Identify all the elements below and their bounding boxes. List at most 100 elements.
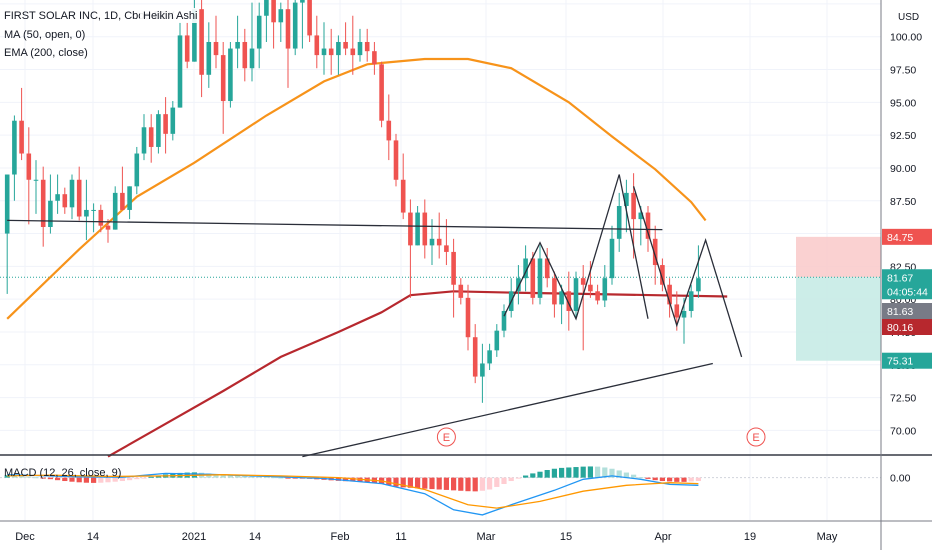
macd-histogram-bar bbox=[566, 467, 572, 478]
macd-histogram-bar bbox=[638, 477, 644, 479]
candle-body bbox=[170, 107, 176, 134]
candle-body bbox=[393, 140, 399, 180]
macd-axis-value: 0.00 bbox=[890, 473, 911, 485]
macd-histogram-bar bbox=[386, 477, 392, 486]
price-tag-label-countdown: 04:05:44 bbox=[887, 286, 928, 298]
candle-body bbox=[112, 192, 118, 230]
macd-histogram-bar bbox=[551, 468, 557, 478]
time-axis-tick: 14 bbox=[249, 531, 261, 543]
trendline[interactable] bbox=[7, 219, 663, 231]
candle-body bbox=[271, 0, 276, 23]
trendline-drawings[interactable] bbox=[7, 174, 743, 458]
macd-signal-line bbox=[7, 474, 699, 509]
macd-histogram-bar bbox=[688, 477, 694, 482]
candle-body bbox=[688, 291, 694, 311]
macd-histogram-bar bbox=[443, 477, 449, 490]
candle-body bbox=[235, 41, 240, 49]
trendline[interactable] bbox=[632, 186, 743, 358]
macd-histogram-bar bbox=[609, 468, 615, 478]
macd-histogram-bar bbox=[249, 476, 255, 478]
macd-histogram-bar bbox=[105, 477, 111, 483]
candle-body bbox=[667, 284, 672, 305]
candle-body bbox=[350, 48, 356, 56]
macd-histogram-bar bbox=[400, 477, 406, 488]
candle-body bbox=[552, 278, 557, 305]
candle-body bbox=[19, 120, 24, 154]
macd-pane bbox=[0, 466, 881, 516]
macd-histogram-bar bbox=[98, 477, 104, 483]
candle-body bbox=[12, 120, 17, 175]
candle-body bbox=[76, 179, 82, 217]
macd-histogram-bar bbox=[602, 467, 608, 478]
macd-histogram-bar bbox=[119, 477, 125, 482]
candle-body bbox=[98, 209, 104, 226]
candle-body bbox=[148, 127, 154, 147]
price-axis-tick: 97.50 bbox=[890, 65, 916, 77]
price-tag-ma bbox=[882, 303, 932, 319]
candle-body bbox=[228, 48, 233, 102]
legend-macd[interactable]: MACD (12, 26, close, 9) bbox=[4, 467, 121, 479]
macd-histogram-bar bbox=[458, 477, 464, 491]
currency-label: USD bbox=[898, 12, 919, 23]
price-axis-tick: 72.50 bbox=[890, 393, 916, 405]
price-tag-stop bbox=[882, 352, 932, 369]
price-tag-countdown bbox=[882, 283, 932, 300]
candle-body bbox=[163, 114, 168, 134]
candle-body bbox=[465, 297, 471, 338]
macd-histogram-bar bbox=[487, 477, 493, 490]
trendline[interactable] bbox=[503, 174, 649, 321]
price-axis-tick: 87.50 bbox=[890, 196, 916, 208]
macd-histogram-bar bbox=[33, 477, 39, 479]
earnings-marker-label: E bbox=[752, 432, 759, 444]
candle-body bbox=[264, 0, 269, 16]
price-tag-ema bbox=[882, 319, 932, 335]
time-axis-tick: 15 bbox=[560, 531, 572, 543]
candle-body bbox=[69, 179, 75, 208]
macd-histogram-bar bbox=[19, 475, 25, 478]
candle-body bbox=[177, 35, 183, 108]
time-axis-tick: Apr bbox=[654, 531, 671, 543]
earnings-marker[interactable] bbox=[746, 427, 766, 447]
candle-body bbox=[55, 194, 60, 201]
legend-style-backdrop bbox=[140, 8, 198, 23]
candle-body bbox=[328, 48, 334, 56]
position-zones[interactable] bbox=[0, 236, 881, 361]
macd-histogram-bar bbox=[674, 477, 680, 482]
legend-symbol[interactable]: FIRST SOLAR INC, 1D, Cboe BZX bbox=[4, 10, 176, 22]
candle-body bbox=[278, 9, 284, 23]
macd-histogram-bar bbox=[62, 477, 68, 482]
time-axis-tick: 14 bbox=[87, 531, 99, 543]
target-zone[interactable] bbox=[796, 236, 881, 278]
macd-histogram-bar bbox=[645, 477, 651, 479]
candle-body bbox=[681, 310, 687, 318]
candle-body bbox=[307, 0, 312, 36]
macd-histogram-bar bbox=[263, 476, 269, 478]
candle-body bbox=[48, 200, 53, 227]
macd-histogram-bar bbox=[573, 467, 579, 478]
macd-histogram-bar bbox=[623, 472, 629, 478]
macd-histogram-bar bbox=[83, 477, 89, 483]
legend-ma[interactable]: MA (50, open, 0) bbox=[4, 29, 85, 41]
candle-body bbox=[652, 238, 658, 266]
ema-200-layer bbox=[107, 290, 728, 458]
candle-body bbox=[501, 310, 507, 331]
macd-line bbox=[7, 472, 699, 516]
macd-histogram-bar bbox=[422, 477, 428, 489]
candle-body bbox=[696, 278, 701, 292]
candle-body bbox=[422, 212, 428, 246]
price-axis-tick: 92.50 bbox=[890, 130, 916, 142]
stop-zone[interactable] bbox=[796, 277, 881, 361]
candle-body bbox=[206, 41, 212, 75]
earnings-marker-label: E bbox=[443, 432, 450, 444]
candle-body bbox=[480, 363, 485, 377]
candle-body bbox=[451, 251, 456, 285]
trendline[interactable] bbox=[302, 362, 713, 458]
candle-body bbox=[321, 48, 327, 56]
time-axis-tick: Mar bbox=[477, 531, 496, 543]
candle-body bbox=[609, 238, 615, 279]
earnings-marker[interactable] bbox=[436, 427, 456, 447]
legend-ema[interactable]: EMA (200, close) bbox=[4, 47, 88, 59]
